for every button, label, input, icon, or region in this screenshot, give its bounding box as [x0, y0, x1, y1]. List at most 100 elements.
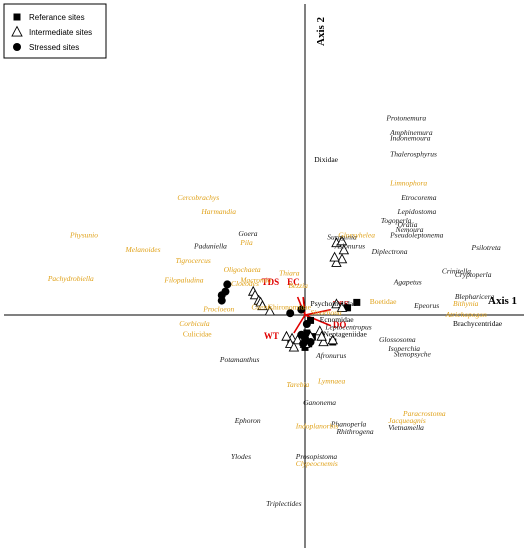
intermediate-site-point	[316, 330, 327, 341]
intermediate-site-point	[338, 244, 350, 255]
stressed-site-point	[223, 280, 232, 289]
intermediate-site-point	[249, 289, 261, 300]
taxon-label-blepharicera: Blepharicera	[455, 292, 495, 301]
legend-marker-reference	[13, 13, 21, 21]
taxon-label-etrocorema: Etrocorema	[400, 193, 437, 202]
reference-site-point	[344, 304, 352, 312]
vector-ec	[302, 296, 306, 316]
taxon-label-vietnamella: Vietnamella	[388, 423, 424, 432]
legend-label-reference: Referance sites	[29, 13, 85, 22]
intermediate-site-point	[329, 251, 340, 262]
legend-label-stressed: Stressed sites	[29, 43, 79, 52]
taxon-label-indoplanorbis: Indoplanorbis	[295, 421, 339, 430]
taxon-label-stenopsyche: Stenopsyche	[394, 349, 432, 358]
intermediate-site-point	[331, 298, 342, 309]
taxon-label-pachydrobiella: Pachydrobiella	[47, 274, 94, 283]
legend-label-intermediate: Intermediate sites	[29, 28, 92, 37]
taxon-label-togoperla: Togoperla	[381, 216, 412, 225]
taxon-label-prosopistoma: Prosopistoma	[295, 452, 338, 461]
intermediate-site-point	[327, 334, 338, 345]
taxon-label-thalerosphyrus: Thalerosphyrus	[390, 150, 437, 159]
axes: Axis 1 Axis 2	[4, 4, 524, 548]
vector-wt	[293, 314, 306, 334]
taxon-label-caenis: Caenis	[251, 303, 272, 312]
taxon-label-diplectrona: Diplectrona	[371, 247, 408, 256]
vector-label-do: DO	[333, 320, 347, 330]
vector-label-wt: WT	[264, 331, 279, 341]
legend-marker-stressed	[13, 43, 21, 51]
taxon-label-indonemoura: Indonemoura	[389, 133, 431, 142]
taxon-label-triplectides: Triplectides	[266, 499, 301, 508]
stressed-site-point	[286, 309, 295, 318]
taxon-label-boetidae: Boetidae	[370, 297, 397, 306]
taxon-label-lepidostoma: Lepidostoma	[397, 207, 437, 216]
taxon-label-sinorhona: Sinorhona	[311, 308, 342, 317]
stressed-site-point	[217, 296, 226, 305]
taxon-label-oligochaeta: Oligochaeta	[224, 265, 261, 274]
taxon-label-harmandia: Harmandia	[200, 207, 236, 216]
stressed-site-point	[301, 334, 309, 343]
taxon-label-corbicula: Corbicula	[179, 319, 210, 328]
taxon-label-thiara: Thiara	[279, 268, 300, 277]
site-points	[217, 235, 361, 352]
taxon-label-leptocentropus: Leptocentropus	[324, 322, 371, 331]
taxon-label-psychomyiidae: Psychomyiidae	[311, 299, 357, 308]
taxon-label-chironomidae: Chironomidae	[268, 303, 312, 312]
taxon-label-dixidae: Dixidae	[314, 155, 338, 164]
reference-site-point	[307, 316, 315, 324]
stressed-site-point	[297, 305, 306, 314]
taxon-label-phanoperla: Phanoperla	[330, 420, 367, 429]
taxon-label-lymnaea: Lymnaea	[317, 376, 346, 385]
legend-marker-intermediate	[11, 25, 23, 37]
vector-tss	[304, 308, 332, 316]
taxon-label-amphinemura: Amphinemura	[389, 128, 433, 137]
intermediate-site-point	[336, 235, 348, 246]
vector-label-tds: TDS	[262, 277, 280, 287]
taxon-label-isoperchia: Isoperchia	[387, 344, 420, 353]
intermediate-site-point	[257, 300, 268, 311]
taxon-label-epeorus: Epeorus	[413, 301, 439, 310]
intermediate-site-point	[281, 330, 292, 341]
taxon-label-goera: Goera	[238, 229, 257, 238]
x-axis-label: Axis 1	[488, 295, 517, 307]
taxon-label-tigrocercus: Tigrocercus	[176, 256, 211, 265]
intermediate-site-point	[331, 256, 342, 267]
intermediate-site-point	[336, 253, 348, 264]
taxon-label-paracrostoma: Paracrostoma	[402, 409, 446, 418]
taxon-label-nemoura: Nemoura	[395, 225, 424, 234]
taxon-label-pila: Pila	[239, 238, 253, 247]
taxon-label-crinitella: Crinitella	[442, 267, 471, 276]
taxon-label-glossyhelea: Glossyhelea	[338, 231, 375, 240]
taxon-label-macromia: Macromia	[239, 276, 271, 285]
taxon-label-pseudoleptonema: Pseudoleptonema	[389, 231, 444, 240]
taxon-label-limnophora: Limnophora	[389, 178, 427, 187]
taxon-label-protonemura: Protonemura	[385, 114, 426, 123]
taxon-label-bithynia: Bithynia	[453, 299, 479, 308]
taxon-label-paduniella: Paduniella	[193, 241, 227, 250]
taxon-label-melanoides: Melanoides	[125, 245, 161, 254]
taxon-label-ganonema: Ganonema	[303, 398, 336, 407]
intermediate-site-point	[264, 305, 276, 316]
taxon-label-oratia: Oratia	[398, 220, 418, 229]
reference-site-point	[303, 329, 311, 337]
taxon-label-brachycentridae: Brachycentridae	[453, 319, 503, 328]
taxon-label-ylodes: Ylodes	[231, 452, 251, 461]
taxon-label-agapetus: Agapetus	[393, 277, 422, 286]
taxon-label-cloeodes: Cloeodes	[231, 279, 259, 288]
taxon-label-suraginia: Suraginia	[327, 232, 357, 241]
taxon-label-rhithrogena: Rhithrogena	[335, 427, 373, 436]
taxon-label-potamanthus: Potamanthus	[219, 355, 260, 364]
legend: Referance sites Intermediate sites Stresse…	[3, 3, 107, 59]
taxon-label-procloeon: Procloeon	[202, 304, 234, 313]
vector-label-ec: EC	[287, 277, 300, 287]
taxon-label-jacqueagnis: Jacqueagnis	[388, 416, 426, 425]
taxon-label-filopaludina: Filopaludina	[163, 276, 203, 285]
intermediate-site-point	[318, 336, 329, 347]
taxon-label-atrichopogon: Atrichopogon	[445, 310, 487, 319]
legend-box	[3, 3, 107, 59]
taxon-label-culicidae: Culicidae	[183, 330, 212, 339]
taxon-label-clypeocnemis: Clypeocnemis	[296, 459, 338, 468]
intermediate-site-point	[288, 341, 300, 352]
